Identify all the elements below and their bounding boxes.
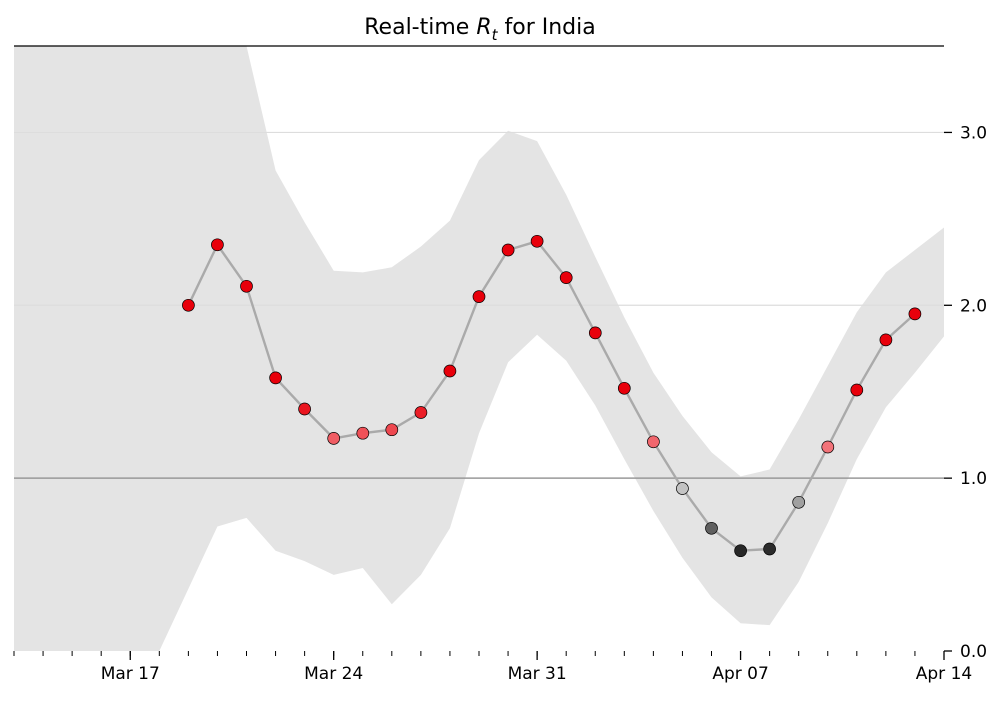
x-tick-label: Mar 17 bbox=[101, 664, 160, 684]
rt-point bbox=[269, 371, 282, 385]
y-tick-label: 0.0 bbox=[960, 642, 987, 662]
rt-point bbox=[617, 381, 631, 395]
rt-point bbox=[182, 298, 195, 312]
rt-point bbox=[414, 406, 428, 419]
rt-point bbox=[792, 495, 806, 509]
rt-point bbox=[676, 482, 689, 495]
rt-point bbox=[763, 542, 776, 556]
rt-point bbox=[501, 243, 515, 257]
rt-point bbox=[530, 234, 544, 248]
y-tick-label: 1.0 bbox=[960, 469, 987, 489]
credible-interval-band bbox=[14, 46, 944, 651]
y-tick-label: 2.0 bbox=[960, 296, 987, 316]
rt-point bbox=[908, 307, 922, 321]
x-tick-label: Apr 14 bbox=[916, 664, 972, 684]
rt-point bbox=[647, 435, 660, 449]
rt-point bbox=[327, 432, 341, 445]
rt-point bbox=[356, 426, 370, 440]
chart-title: Real-time Rt for India bbox=[364, 15, 595, 44]
rt-point bbox=[385, 423, 399, 437]
rt-point bbox=[298, 402, 311, 416]
rt-point bbox=[705, 521, 718, 535]
rt-point bbox=[850, 383, 864, 397]
rt-point bbox=[211, 238, 224, 252]
rt-point bbox=[821, 440, 835, 454]
rt-point bbox=[240, 279, 253, 293]
rt-point bbox=[734, 544, 747, 558]
x-tick-label: Mar 31 bbox=[508, 664, 567, 684]
rt-point bbox=[559, 271, 573, 284]
rt-point bbox=[588, 326, 602, 340]
plot-area: 0.0 1.0 2.0 3.0 Mar 17 Mar 24 Mar 31 Apr 07 Apr … bbox=[13, 45, 987, 684]
rt-line bbox=[187, 239, 916, 552]
y-tick-label: 3.0 bbox=[960, 123, 987, 143]
rt-point bbox=[879, 333, 893, 347]
rt-point bbox=[472, 290, 486, 303]
rt-point bbox=[443, 364, 457, 378]
x-tick-label: Mar 24 bbox=[304, 664, 363, 684]
x-tick-label: Apr 07 bbox=[712, 664, 768, 684]
